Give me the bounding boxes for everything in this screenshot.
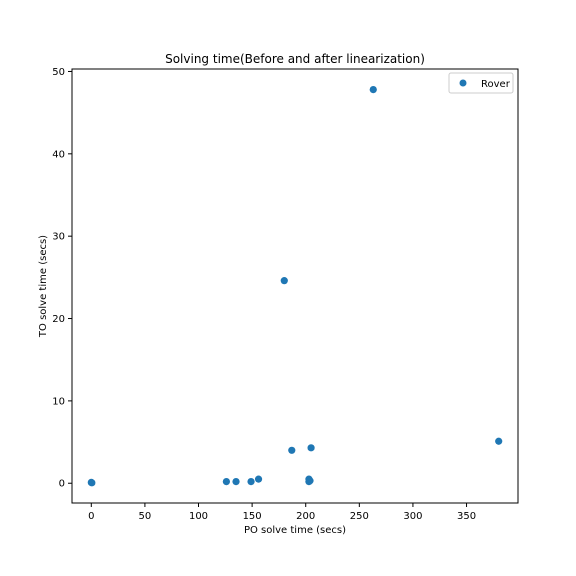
data-point: [232, 477, 240, 486]
data-point: [222, 477, 230, 486]
y-tick-label: 50: [52, 67, 65, 78]
data-point: [247, 477, 255, 486]
y-axis-label: TO solve time (secs): [38, 235, 49, 338]
plot-frame: [71, 68, 519, 504]
data-point: [307, 444, 315, 452]
data-point: [306, 477, 314, 485]
y-tick-label: 0: [59, 479, 65, 490]
data-point: [288, 446, 296, 454]
x-tick-label: 100: [189, 511, 208, 522]
y-tick-label: 10: [52, 396, 65, 407]
legend-label: Rover: [481, 79, 511, 90]
data-point: [88, 479, 96, 487]
x-tick-label: 250: [350, 511, 369, 522]
y-tick-label: 30: [52, 232, 65, 243]
x-tick-label: 0: [88, 511, 94, 522]
x-tick-label: 50: [139, 511, 152, 522]
x-tick-label: 350: [457, 511, 476, 522]
legend-box: [448, 72, 514, 94]
y-tick-label: 20: [52, 314, 65, 325]
y-axis: 0 10 20 30 40 50: [52, 67, 72, 490]
x-tick-label: 300: [403, 511, 422, 522]
legend-marker: [459, 79, 467, 87]
legend: Rover: [448, 72, 514, 94]
chart-title: Solving time(Before and after linearizat…: [165, 52, 425, 66]
data-point: [254, 475, 263, 483]
x-tick-label: 200: [296, 511, 315, 522]
y-tick-label: 40: [52, 149, 65, 160]
x-axis-label: PO solve time (secs): [244, 525, 346, 536]
points-layer: [87, 85, 503, 487]
x-axis: 0 50 100 150 200 250 300 350: [88, 503, 476, 522]
data-point: [280, 277, 288, 285]
data-point: [369, 85, 377, 94]
x-tick-label: 150: [243, 511, 262, 522]
data-point: [495, 437, 503, 445]
